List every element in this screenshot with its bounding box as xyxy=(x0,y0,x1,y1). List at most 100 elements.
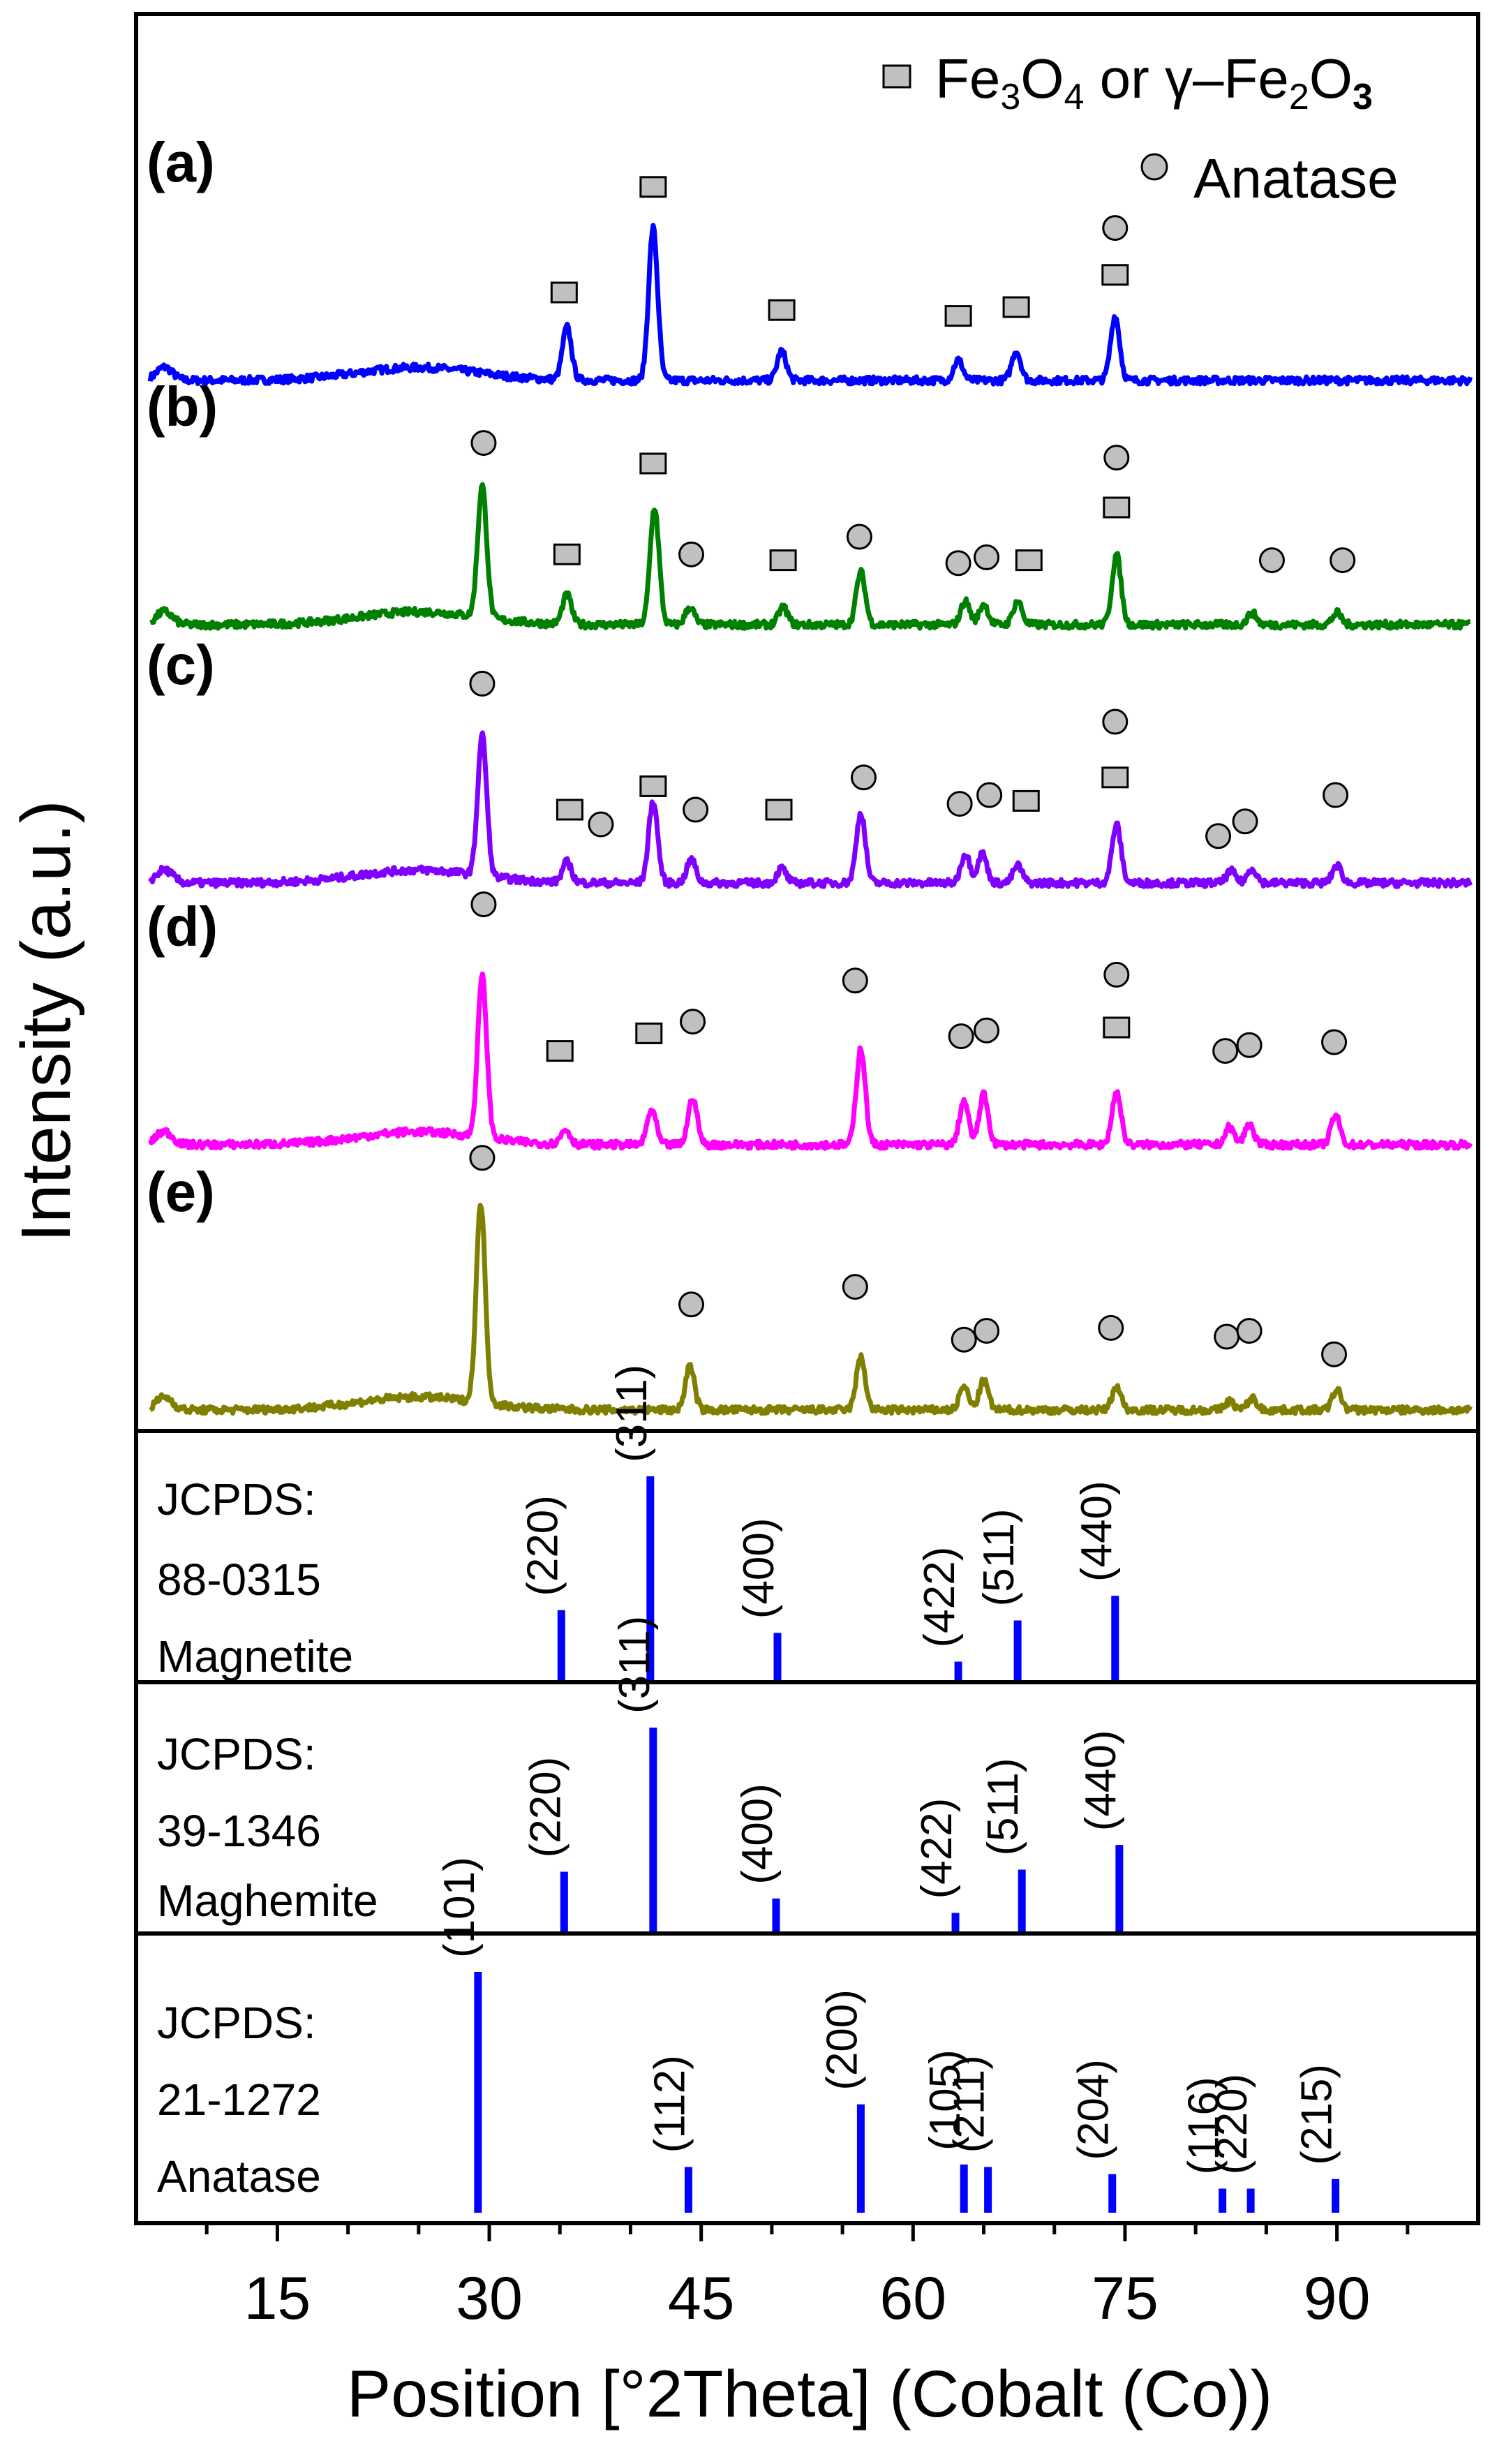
series-label: (b) xyxy=(147,376,218,438)
x-tick-label: 90 xyxy=(1304,2265,1371,2332)
series-line xyxy=(149,482,1472,631)
legend-circle-marker xyxy=(1140,153,1168,181)
series-label: (a) xyxy=(147,131,215,193)
circle-marker xyxy=(683,796,709,823)
hkl-label: (440) xyxy=(1077,1730,1125,1831)
x-axis-label: Position [°2Theta] (Cobalt (Co)) xyxy=(347,2357,1272,2431)
legend-entry-iron-oxide: Fe3O4 or γ–Fe2O3 xyxy=(935,47,1373,117)
circle-marker xyxy=(976,782,1003,808)
square-marker xyxy=(635,1022,663,1044)
hkl-label: (440) xyxy=(1073,1480,1121,1582)
square-marker xyxy=(1103,1016,1131,1039)
series-label: (c) xyxy=(147,634,215,696)
circle-marker xyxy=(1258,547,1285,574)
circle-marker xyxy=(850,764,877,791)
x-tick-label: 30 xyxy=(456,2265,523,2332)
circle-marker xyxy=(846,524,872,550)
circle-marker xyxy=(1214,1323,1240,1350)
circle-marker xyxy=(469,1145,496,1171)
square-marker xyxy=(1002,296,1030,318)
x-tick-label: 45 xyxy=(668,2265,735,2332)
square-marker xyxy=(639,176,667,198)
reference-label: 39-1346 xyxy=(157,1806,321,1856)
circle-marker xyxy=(1321,1341,1348,1367)
circle-marker xyxy=(1321,1029,1348,1055)
circle-marker xyxy=(678,541,705,567)
circle-marker xyxy=(1232,808,1258,835)
circle-marker xyxy=(1212,1038,1239,1064)
square-marker xyxy=(1101,264,1129,286)
hkl-label: (220) xyxy=(519,1495,567,1596)
x-tick-label: 60 xyxy=(879,2265,946,2332)
circle-marker xyxy=(946,791,973,817)
plot-frame xyxy=(134,12,1480,2225)
hkl-label: (116) xyxy=(1180,2077,1228,2174)
hkl-label: (220) xyxy=(521,1757,569,1858)
y-axis-label: Intensity (a.u.) xyxy=(7,800,85,1242)
circle-marker xyxy=(1205,823,1232,849)
circle-marker xyxy=(470,891,497,918)
circle-marker xyxy=(1330,547,1356,574)
series-label: (e) xyxy=(147,1161,215,1223)
hkl-label: (311) xyxy=(611,1616,659,1714)
reference-label: JCPDS: xyxy=(157,1998,316,2048)
square-marker xyxy=(639,775,667,797)
hkl-label: (101) xyxy=(435,1857,484,1958)
square-marker xyxy=(1103,496,1131,519)
square-marker xyxy=(1015,549,1043,572)
hkl-label: (211) xyxy=(946,2055,994,2153)
hkl-label: (422) xyxy=(916,1547,964,1648)
hkl-label: (311) xyxy=(608,1365,656,1462)
reference-label: JCPDS: xyxy=(157,1729,316,1779)
hkl-label: (400) xyxy=(734,1783,782,1885)
hkl-label: (200) xyxy=(818,1989,866,2091)
square-marker xyxy=(556,799,583,821)
hkl-label: (215) xyxy=(1293,2064,1341,2165)
legend-entry-anatase: Anatase xyxy=(1193,147,1399,209)
reference-label: Maghemite xyxy=(157,1876,378,1926)
square-marker xyxy=(553,543,581,565)
legend-square-marker xyxy=(882,64,911,89)
hkl-label: (511) xyxy=(979,1758,1027,1855)
series-line xyxy=(149,1203,1473,1416)
square-marker xyxy=(944,305,972,327)
square-marker xyxy=(1101,766,1129,789)
hkl-label: (112) xyxy=(646,2055,694,2153)
circle-marker xyxy=(588,811,614,838)
circle-marker xyxy=(1236,1318,1263,1344)
hkl-label: (400) xyxy=(735,1517,783,1619)
square-marker xyxy=(765,799,793,821)
square-marker xyxy=(769,549,797,572)
circle-marker xyxy=(974,544,1000,570)
x-tick-label: 15 xyxy=(244,2265,311,2332)
circle-marker xyxy=(1103,961,1130,988)
x-axis: 15 30 45 60 75 90 xyxy=(204,2223,1410,2332)
circle-marker xyxy=(1323,782,1349,808)
reference-panels: JCPDS: 88-0315 Magnetite (220) (311) (400) (42… xyxy=(157,1365,1341,2213)
reference-label: Anatase xyxy=(157,2151,321,2202)
circle-marker xyxy=(1236,1032,1263,1058)
hkl-label: (105) xyxy=(921,2049,969,2151)
circle-marker xyxy=(470,430,497,457)
legend: Fe3O4 or γ–Fe2O3 Anatase xyxy=(882,47,1399,209)
reference-label: Magnetite xyxy=(157,1631,353,1682)
series-line xyxy=(147,223,1473,387)
series-line xyxy=(148,730,1473,889)
circle-marker xyxy=(469,670,496,697)
panel-frames xyxy=(134,12,1480,2225)
reference-label: 21-1272 xyxy=(157,2075,321,2125)
pattern-panel: (a) (b) (c) (d) (e) xyxy=(147,131,1473,1416)
hkl-label: (220) xyxy=(1208,2074,1256,2175)
circle-marker xyxy=(680,1009,706,1035)
hkl-label: (422) xyxy=(913,1798,961,1899)
circle-marker xyxy=(974,1318,1000,1344)
square-marker xyxy=(550,281,578,304)
square-marker xyxy=(546,1040,574,1062)
reference-label: 88-0315 xyxy=(157,1554,321,1605)
circle-marker xyxy=(1103,445,1130,471)
hkl-label: (204) xyxy=(1070,2059,1118,2160)
circle-marker xyxy=(1098,1314,1124,1341)
circle-marker xyxy=(1102,708,1129,735)
circle-marker xyxy=(974,1017,1000,1044)
